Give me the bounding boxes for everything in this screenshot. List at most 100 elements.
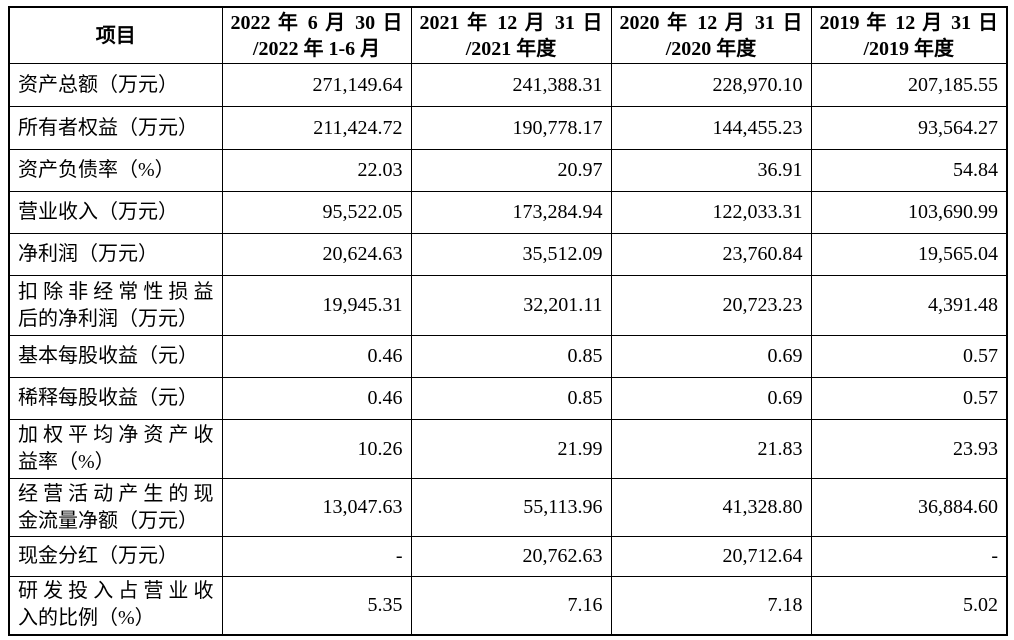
value-cell: 190,778.17 — [410, 106, 612, 150]
cell-line: 益率（%） — [18, 451, 115, 473]
cell-line: 所有者权益（万元） — [18, 116, 198, 139]
value-cell: 7.16 — [410, 576, 612, 635]
cell-line: 稀释每股收益（元） — [18, 387, 198, 409]
cell-line: 后的净利润（万元） — [18, 307, 198, 330]
table-row: 经营活动产生的现 金流量净额（万元） 13,047.63 55,113.96 41,32… — [8, 478, 1008, 537]
row-label: 基本每股收益（元） — [8, 335, 223, 378]
row-label: 经营活动产生的现 金流量净额（万元） — [8, 478, 223, 537]
value-cell: 5.02 — [810, 576, 1008, 635]
cell-line: 基本每股收益（元） — [18, 345, 198, 367]
value-cell: 4,391.48 — [810, 275, 1008, 336]
table-row: 净利润（万元） 20,624.63 35,512.09 23,760.84 19,565… — [8, 233, 1008, 276]
table-row: 扣除非经常性损益 后的净利润（万元） 19,945.31 32,201.11 20,72… — [8, 275, 1008, 336]
table-row: 所有者权益（万元） 211,424.72 190,778.17 144,455.23 9… — [8, 106, 1008, 150]
value-cell: 211,424.72 — [221, 106, 412, 150]
cell-line: /2020 年度 — [665, 37, 757, 60]
table-row: 资产总额（万元） 271,149.64 241,388.31 228,970.10 20… — [8, 63, 1008, 107]
row-label: 资产负债率（%） — [8, 149, 223, 192]
value-cell: 5.35 — [221, 576, 412, 635]
header-cell: 2021 年 12 月 31 日/2021 年度 — [410, 6, 612, 64]
value-cell: 0.69 — [610, 335, 812, 378]
cell-line: /2021 年度 — [465, 37, 557, 60]
value-cell: 21.99 — [410, 419, 612, 479]
value-cell: 0.46 — [221, 335, 412, 378]
table-body: 资产总额（万元） 271,149.64 241,388.31 228,970.10 20… — [8, 63, 1008, 635]
value-cell: 95,522.05 — [221, 191, 412, 234]
value-cell: 7.18 — [610, 576, 812, 635]
table-row: 资产负债率（%） 22.03 20.97 36.91 54.84 — [8, 149, 1008, 192]
cell-line: 现金分红（万元） — [18, 545, 178, 567]
value-cell: 23.93 — [810, 419, 1008, 479]
table-row: 稀释每股收益（元） 0.46 0.85 0.69 0.57 — [8, 377, 1008, 420]
value-cell: 0.85 — [410, 335, 612, 378]
value-cell: 0.85 — [410, 377, 612, 420]
value-cell: 20,762.63 — [410, 536, 612, 577]
value-cell: 122,033.31 — [610, 191, 812, 234]
cell-line: 入的比例（%） — [18, 607, 155, 630]
header-row: 项目 2022 年 6 月 30 日/2022 年 1-6 月 2021 年 12 … — [8, 6, 1008, 64]
cell-line: 经营活动产生的现 — [18, 482, 214, 505]
cell-line: 项目 — [95, 24, 136, 47]
row-label: 研发投入占营业收 入的比例（%） — [8, 576, 223, 635]
row-label: 资产总额（万元） — [8, 63, 223, 107]
header-cell: 2019 年 12 月 31 日/2019 年度 — [810, 6, 1008, 64]
table-row: 基本每股收益（元） 0.46 0.85 0.69 0.57 — [8, 335, 1008, 378]
value-cell: 10.26 — [221, 419, 412, 479]
cell-line: 研发投入占营业收 — [18, 580, 214, 603]
cell-line: 扣除非经常性损益 — [18, 280, 214, 303]
cell-line: /2022 年 1-6 月 — [252, 37, 381, 60]
value-cell: 207,185.55 — [810, 63, 1008, 107]
value-cell: 36.91 — [610, 149, 812, 192]
cell-line: 金流量净额（万元） — [18, 509, 198, 532]
value-cell: 55,113.96 — [410, 478, 612, 537]
cell-line: 加权平均净资产收 — [18, 424, 214, 446]
value-cell: 32,201.11 — [410, 275, 612, 336]
cell-line: 资产总额（万元） — [18, 73, 178, 96]
header-cell: 项目 — [8, 6, 223, 64]
cell-line: /2019 年度 — [863, 37, 955, 60]
row-label: 加权平均净资产收 益率（%） — [8, 419, 223, 479]
cell-line: 2022 年 6 月 30 日 — [230, 11, 403, 34]
value-cell: - — [810, 536, 1008, 577]
value-cell: 271,149.64 — [221, 63, 412, 107]
value-cell: - — [221, 536, 412, 577]
table-row: 研发投入占营业收 入的比例（%） 5.35 7.16 7.18 5.02 — [8, 576, 1008, 635]
value-cell: 103,690.99 — [810, 191, 1008, 234]
header-cell: 2022 年 6 月 30 日/2022 年 1-6 月 — [221, 6, 412, 64]
value-cell: 21.83 — [610, 419, 812, 479]
cell-line: 2019 年 12 月 31 日 — [819, 11, 999, 34]
table-row: 现金分红（万元） -20,762.63 20,712.64- — [8, 536, 1008, 577]
value-cell: 144,455.23 — [610, 106, 812, 150]
row-label: 净利润（万元） — [8, 233, 223, 276]
cell-line: 2020 年 12 月 31 日 — [619, 11, 803, 34]
table-row: 加权平均净资产收 益率（%） 10.26 21.99 21.83 23.93 — [8, 419, 1008, 479]
row-label: 稀释每股收益（元） — [8, 377, 223, 420]
value-cell: 20,723.23 — [610, 275, 812, 336]
row-label: 营业收入（万元） — [8, 191, 223, 234]
financial-table: 项目 2022 年 6 月 30 日/2022 年 1-6 月 2021 年 12 … — [8, 6, 1008, 636]
value-cell: 0.57 — [810, 377, 1008, 420]
cell-line: 资产负债率（%） — [18, 159, 175, 181]
value-cell: 41,328.80 — [610, 478, 812, 537]
row-label: 扣除非经常性损益 后的净利润（万元） — [8, 275, 223, 336]
value-cell: 23,760.84 — [610, 233, 812, 276]
value-cell: 36,884.60 — [810, 478, 1008, 537]
value-cell: 93,564.27 — [810, 106, 1008, 150]
cell-line: 净利润（万元） — [18, 243, 158, 265]
value-cell: 20,624.63 — [221, 233, 412, 276]
value-cell: 13,047.63 — [221, 478, 412, 537]
value-cell: 0.69 — [610, 377, 812, 420]
cell-line: 2021 年 12 月 31 日 — [419, 11, 603, 34]
value-cell: 54.84 — [810, 149, 1008, 192]
value-cell: 241,388.31 — [410, 63, 612, 107]
table-row: 营业收入（万元） 95,522.05 173,284.94 122,033.31 103… — [8, 191, 1008, 234]
row-label: 所有者权益（万元） — [8, 106, 223, 150]
value-cell: 20,712.64 — [610, 536, 812, 577]
value-cell: 35,512.09 — [410, 233, 612, 276]
value-cell: 173,284.94 — [410, 191, 612, 234]
value-cell: 228,970.10 — [610, 63, 812, 107]
value-cell: 0.57 — [810, 335, 1008, 378]
value-cell: 0.46 — [221, 377, 412, 420]
header-cell: 2020 年 12 月 31 日/2020 年度 — [610, 6, 812, 64]
